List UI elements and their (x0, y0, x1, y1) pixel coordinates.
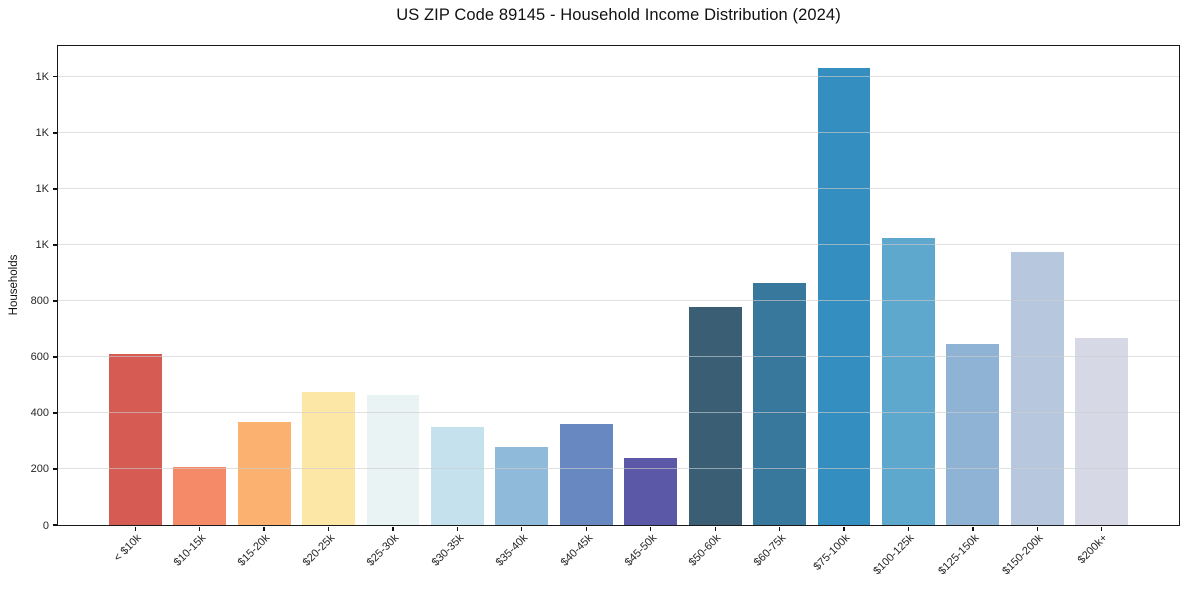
gridline (58, 76, 1179, 78)
y-tick-label: 1K (35, 239, 49, 252)
bar-10k (108, 353, 162, 525)
x-tick-label: $60-75k (751, 532, 789, 569)
y-tick-label: 1K (35, 183, 49, 196)
bar-slot (876, 46, 940, 525)
bar-slot (619, 46, 683, 525)
y-tick-mark (52, 356, 57, 358)
bar-100-125k (882, 238, 935, 525)
x-tick-mark (456, 526, 459, 531)
x-tick-label: $75-100k (811, 532, 853, 573)
x-tick-label: $20-25k (300, 532, 338, 569)
bars-container (58, 46, 1179, 525)
y-tick-label: 200 (30, 463, 49, 476)
x-tick-mark (1036, 526, 1038, 531)
y-tick-label: 400 (30, 407, 49, 420)
plot-area: 0 200 400 600 800 1K 1K 1K 1K < $10k $10-15k $15-20… (31, 45, 1180, 577)
x-tick-mark (521, 526, 523, 531)
bar-slot (554, 46, 618, 525)
x-tick-mark (843, 526, 845, 531)
bar-slot (1005, 46, 1069, 525)
x-tick-label: $200k+ (1076, 532, 1111, 567)
bar-slot (103, 46, 167, 525)
bar-slot (1070, 46, 1134, 525)
bar-30-35k (430, 426, 484, 525)
gridline (58, 132, 1179, 134)
x-tick-mark (585, 526, 587, 531)
y-tick-label: 800 (30, 295, 49, 308)
gridline (58, 412, 1179, 414)
bar-35-40k (495, 446, 549, 525)
bar-slot (167, 46, 231, 525)
bar-40-45k (559, 423, 613, 525)
bar-slot (683, 46, 747, 525)
x-tick-mark (650, 526, 652, 531)
x-tick-label: $50-60k (687, 532, 724, 569)
x-tick-label: $45-50k (622, 532, 660, 569)
x-tick-mark (907, 526, 910, 531)
x-tick-label: $100-125k (871, 532, 917, 578)
x-tick-mark (778, 526, 781, 531)
bar-slot (296, 46, 360, 525)
x-tick-mark (199, 526, 201, 531)
bar-slot (232, 46, 296, 525)
y-tick-label: 0 (42, 519, 49, 532)
bar-50-60k (688, 306, 742, 525)
y-tick-mark (52, 412, 57, 414)
bar-20-25k (302, 391, 355, 525)
bar-10-15k (173, 467, 227, 525)
x-tick-mark (392, 526, 394, 531)
x-tick-mark (1101, 526, 1103, 531)
y-tick-label: 1K (35, 71, 49, 84)
y-axis-label: Households (8, 254, 20, 316)
x-tick-mark (972, 526, 974, 531)
y-tick-mark (52, 524, 57, 526)
y-tick-mark (52, 132, 57, 134)
bar-slot (812, 46, 876, 525)
bar-15-20k (237, 422, 291, 525)
y-tick-mark (52, 300, 57, 302)
x-tick-label: $10-15k (171, 532, 209, 569)
bar-200k (1075, 337, 1129, 525)
gridline (58, 244, 1179, 246)
bar-25-30k (366, 395, 420, 525)
y-tick-label: 600 (30, 351, 49, 364)
bar-125-150k (946, 343, 1000, 525)
x-tick-mark (134, 526, 136, 531)
y-tick-mark (52, 468, 57, 470)
y-tick-mark (52, 188, 57, 190)
x-tick-label: $150-200k (1000, 532, 1046, 578)
y-tick-label: 1K (35, 127, 49, 140)
bar-slot (490, 46, 554, 525)
bar-slot (425, 46, 489, 525)
x-tick-label: < $10k (111, 532, 144, 565)
x-tick-label: $30-35k (429, 532, 466, 569)
bar-75-100k (817, 68, 871, 525)
x-tick-mark (714, 526, 716, 531)
gridline (58, 188, 1179, 190)
x-tick-mark (263, 526, 265, 531)
y-tick-mark (52, 244, 57, 246)
gridline (58, 468, 1179, 470)
bar-slot (747, 46, 811, 525)
gridline (58, 300, 1179, 302)
x-tick-label: $35-40k (493, 532, 531, 569)
x-tick-mark (327, 526, 330, 531)
bar-60-75k (753, 283, 806, 525)
bar-slot (361, 46, 425, 525)
y-tick-mark (52, 76, 57, 78)
bar-150-200k (1010, 251, 1064, 525)
x-tick-label: $25-30k (364, 532, 402, 569)
chart-title: US ZIP Code 89145 - Household Income Dis… (396, 6, 841, 24)
x-tick-label: $15-20k (235, 532, 273, 569)
gridline (58, 356, 1179, 358)
bar-slot (941, 46, 1005, 525)
x-tick-label: $40-45k (558, 532, 595, 569)
x-tick-label: $125-150k (936, 532, 982, 578)
